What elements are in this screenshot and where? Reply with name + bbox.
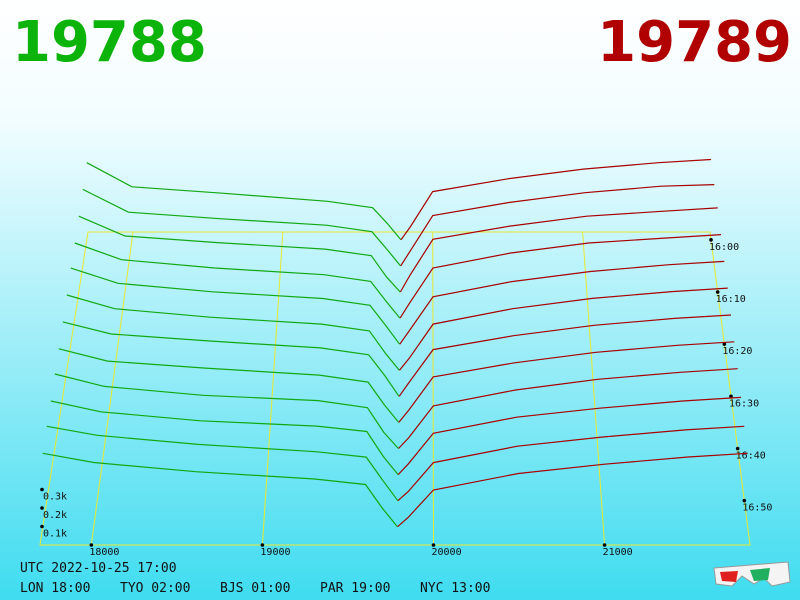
x-tick-label: 21000 xyxy=(603,547,633,558)
tick-mark xyxy=(40,487,44,492)
tick-mark xyxy=(715,290,720,294)
depth-line xyxy=(50,400,399,475)
tick-mark xyxy=(40,524,44,529)
depth-line xyxy=(399,260,725,345)
depth-line xyxy=(58,348,400,423)
tick-mark xyxy=(742,498,747,503)
3d-glasses-icon[interactable] xyxy=(713,561,791,587)
utc-clock: UTC 2022-10-25 17:00 xyxy=(20,561,177,576)
depth-line xyxy=(400,184,715,267)
lens-red xyxy=(720,571,738,582)
x-tick-label: 19000 xyxy=(260,547,290,558)
depth-line xyxy=(399,207,718,293)
z-tick-label: 0.2k xyxy=(43,510,67,521)
depth-line xyxy=(54,373,399,449)
depth-line xyxy=(397,396,742,476)
time-tick-label: 16:20 xyxy=(722,346,752,357)
city-clock: LON 18:00 xyxy=(20,581,90,596)
tick-mark xyxy=(729,394,733,399)
tick-mark xyxy=(431,543,436,547)
city-clock: TYO 02:00 xyxy=(120,581,190,596)
floor-frame xyxy=(39,231,751,546)
tick-mark xyxy=(735,446,740,451)
depth-line xyxy=(398,368,738,449)
city-clock: PAR 19:00 xyxy=(320,581,390,596)
depth-line xyxy=(86,162,402,241)
city-clock: NYC 13:00 xyxy=(420,581,490,596)
depth-line xyxy=(400,158,712,241)
depth-line xyxy=(46,425,399,502)
depth-line xyxy=(397,452,748,528)
tick-mark xyxy=(260,543,265,547)
depth-line xyxy=(399,287,728,371)
time-tick-label: 16:40 xyxy=(736,450,766,461)
z-tick-label: 0.1k xyxy=(43,529,67,540)
plot: 18000 19000 20000 21000 16:00 16:10 16:20 16:30… xyxy=(39,158,772,558)
depth-line xyxy=(74,242,401,319)
x-tick-label: 18000 xyxy=(89,547,119,558)
depth-line xyxy=(78,215,401,293)
time-tick-label: 16:30 xyxy=(729,398,759,409)
depth-line xyxy=(66,294,400,371)
city-clocks: LON 18:00 TYO 02:00 BJS 01:00 PAR 19:00 NYC … xyxy=(20,581,490,596)
grid-line xyxy=(261,231,284,546)
depth-line xyxy=(42,452,398,528)
city-clock: BJS 01:00 xyxy=(220,581,290,596)
best-bid: 19788 xyxy=(12,10,207,75)
tick-mark xyxy=(709,238,713,242)
tick-mark xyxy=(602,543,607,547)
time-tick-label: 16:00 xyxy=(709,242,739,253)
best-ask: 19789 xyxy=(597,10,792,75)
lens-green xyxy=(750,568,770,581)
time-tick-label: 16:50 xyxy=(742,503,772,514)
depth-line xyxy=(398,314,732,397)
z-tick-label: 0.3k xyxy=(43,492,67,503)
tick-mark xyxy=(89,543,94,547)
time-tick-label: 16:10 xyxy=(716,294,746,305)
tick-mark xyxy=(40,506,44,510)
depth-line xyxy=(62,321,400,397)
tick-mark xyxy=(722,342,727,346)
grid-line xyxy=(582,231,606,546)
grid-line xyxy=(432,231,434,546)
depth-line xyxy=(70,267,401,345)
depth-line xyxy=(82,188,401,267)
depth-line xyxy=(397,425,745,502)
depth-line xyxy=(398,341,735,423)
depth-line xyxy=(399,234,722,319)
x-tick-label: 20000 xyxy=(431,547,461,558)
